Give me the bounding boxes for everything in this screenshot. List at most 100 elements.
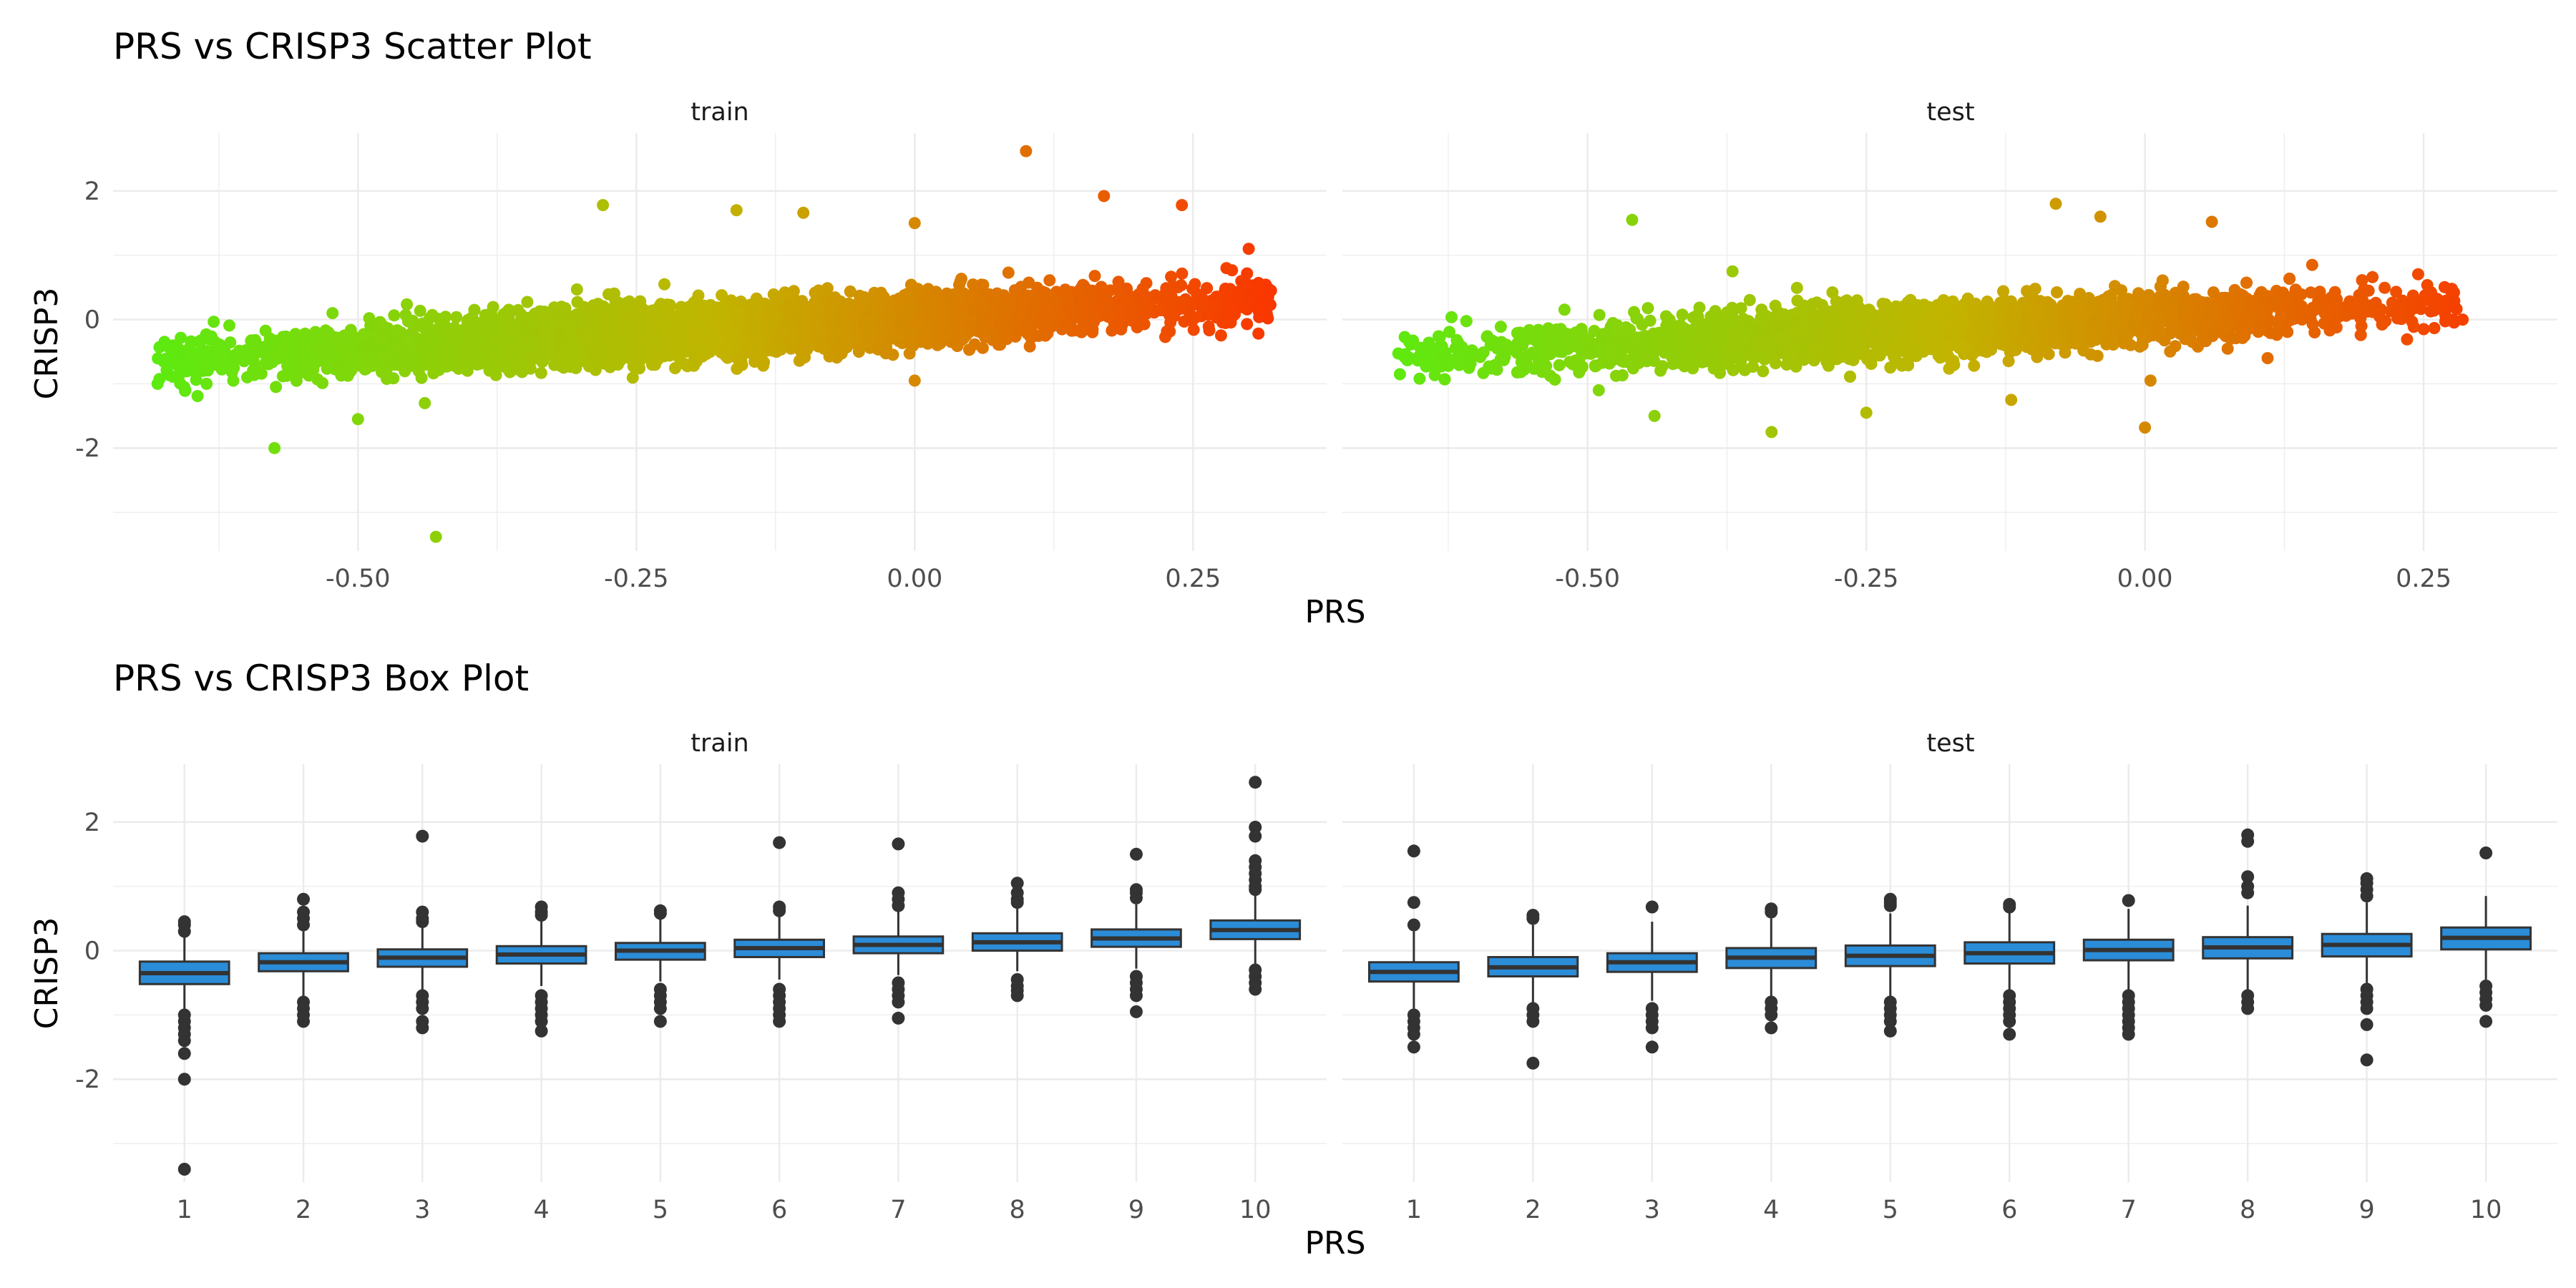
scatter-point [419,396,431,409]
x-tick-label: 0.00 [887,565,942,593]
scatter-point [626,371,639,384]
x-tick-label: 0.25 [2396,565,2451,593]
scatter-point [590,326,602,338]
scatter-point [205,330,218,343]
scatter-point [826,297,839,310]
scatter-point [710,301,723,314]
scatter-point [268,441,281,454]
scatter-point [202,364,214,377]
scatter-point [375,342,388,355]
scatter-point [655,318,668,331]
scatter-point [1153,303,1166,316]
scatter-point [1264,284,1277,297]
scatter-point [245,334,258,347]
scatter-point [756,298,769,311]
scatter-point [605,321,617,333]
scatter-point [351,413,364,426]
scatter-point [388,309,401,322]
scatter-point [1242,294,1254,307]
scatter-point [812,325,825,338]
scatter-point [924,312,937,325]
scatter-point [956,301,969,314]
scatter-point [703,346,716,358]
scatter-point [403,316,416,328]
scatter-point [340,342,353,355]
scatter-point [852,346,865,358]
scatter-point [1098,190,1111,203]
scatter-point [536,340,548,353]
scatter-point [840,321,853,333]
scatter-point [406,356,419,369]
x-tick-label: -0.50 [1555,565,1620,593]
scatter-point [766,344,779,357]
scatter-point [719,349,732,362]
scatter-point [321,338,334,351]
scatter-point [1171,280,1184,293]
scatter-point [757,359,770,372]
scatter-point [322,326,335,339]
scatter-point [506,335,519,348]
scatter-point [632,341,645,354]
scatter-point [402,334,415,347]
scatter-point [1018,289,1030,302]
scatter-point [538,311,551,324]
scatter-point [735,355,748,367]
scatter-point [191,390,204,402]
scatter-point [1176,267,1189,280]
scatter-point [366,358,379,371]
scatter-point [381,373,393,385]
scatter-point [1233,285,1246,298]
scatter-point [1119,291,1132,304]
scatter-point [791,311,804,323]
scatter-point [551,308,564,321]
scatter-point [224,336,237,349]
y-tick-label: -2 [75,434,100,463]
scatter-point [345,331,358,343]
scatter-point [401,298,414,311]
scatter-point [1241,318,1254,331]
scatter-point [1165,270,1178,283]
scatter-point [823,350,836,363]
y-tick-label: 2 [84,177,100,206]
scatter-point [842,334,855,347]
scatter-point [554,331,567,343]
x-tick-label: 0.25 [1165,565,1221,593]
scatter-point [630,326,643,338]
scatter-point [932,326,945,338]
scatter-point [864,320,877,332]
scatter-point [976,323,988,336]
x-tick-label: -0.25 [604,565,669,593]
scatter-point [1164,298,1177,311]
scatter-point [447,331,460,343]
scatter-point [439,353,452,366]
scatter-point [924,293,936,306]
scatter-point [450,311,463,323]
scatter-point [377,320,390,333]
scatter-point [416,317,429,330]
scatter-point [766,313,779,325]
scatter-point [1023,340,1036,353]
scatter-point [326,307,339,320]
scatter-point [273,347,286,360]
scatter-point [429,530,442,543]
scatter-point [674,347,687,360]
scatter-point [597,199,610,212]
scatter-point [796,322,809,335]
scatter-point [480,312,493,325]
scatter-point [457,361,470,374]
scatter-point [976,302,989,315]
scatter-point [607,354,620,366]
scatter-panel-test: -0.50 -0.25 0.00 0.25 [1342,133,2557,593]
scatter-point [1189,278,1201,291]
x-tick-label: -0.50 [326,565,391,593]
scatter-point [173,368,186,381]
scatter-point [571,296,584,308]
scatter-point [657,349,670,362]
scatter-point [587,299,600,312]
scatter-point [658,278,670,291]
scatter-point [879,347,892,360]
scatter-point [752,332,765,345]
scatter-point [1176,199,1189,212]
scatter-point [296,338,309,351]
